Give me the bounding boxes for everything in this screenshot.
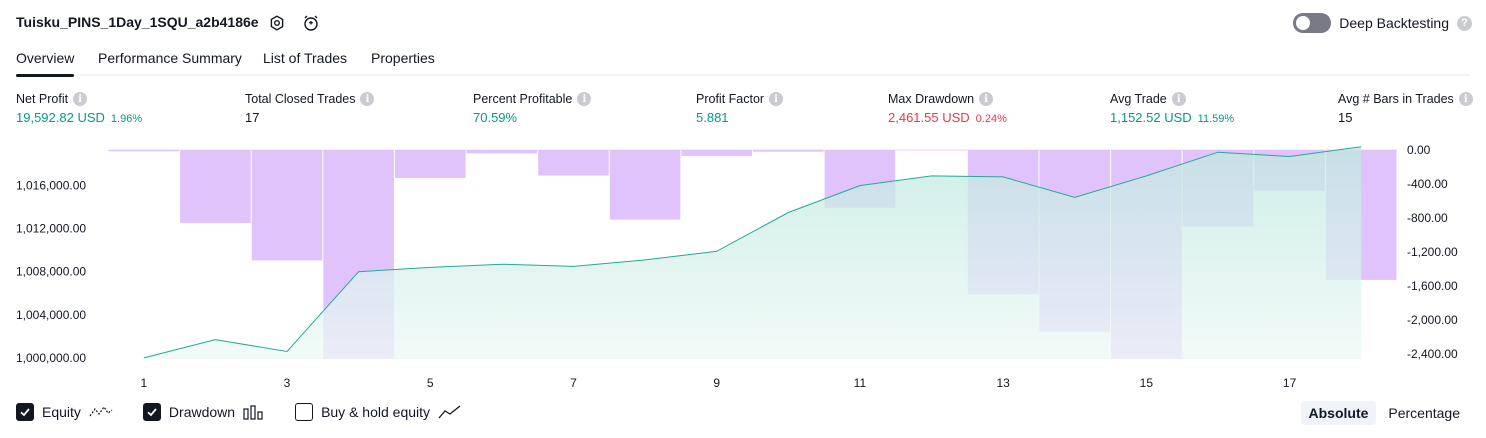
tab-overview[interactable]: Overview: [16, 50, 75, 77]
drawdown-bar: [753, 150, 824, 152]
right-tick-label: -800.00: [1407, 211, 1448, 225]
metric-avg-trade: Avg Trade i 1,152.52 USD 11.59%: [1110, 92, 1234, 125]
left-tick-label: 1,000,000.00: [16, 351, 86, 365]
value-mode-switch: Absolute Percentage: [1300, 401, 1469, 425]
checkbox[interactable]: [16, 403, 34, 421]
left-tick-label: 1,008,000.00: [16, 265, 86, 279]
buy-hold-line-icon: [438, 405, 461, 419]
metric-percent-profitable: Percent Profitable i 70.59%: [473, 92, 592, 125]
info-icon[interactable]: i: [1171, 92, 1186, 106]
metric-label: Net Profit: [16, 92, 69, 106]
left-tick-label: 1,004,000.00: [16, 308, 86, 322]
metric-net-profit: Net Profit i 19,592.82 USD 1.96%: [16, 92, 142, 125]
info-icon[interactable]: i: [577, 92, 592, 106]
drawdown-bar: [180, 150, 251, 224]
deep-backtesting: Deep Backtesting ?: [1293, 13, 1472, 33]
metric-percent: 1.96%: [110, 113, 143, 125]
legend-drawdown-label: Drawdown: [168, 404, 236, 420]
drawdown-bar: [538, 150, 609, 176]
add-alert-icon[interactable]: [301, 13, 321, 33]
x-tick-label: 1: [140, 376, 147, 390]
x-tick-label: 7: [570, 376, 577, 390]
x-axis: 1 3 5 7 9 11 13 15 17: [140, 376, 1296, 390]
metric-label: Profit Factor: [696, 92, 765, 106]
metric-value: 2,461.55 USD: [888, 110, 970, 125]
metric-percent: 0.24%: [975, 113, 1007, 125]
metrics-row: Net Profit i 19,592.82 USD 1.96% Total Clo…: [16, 92, 1473, 132]
x-tick-label: 15: [1140, 376, 1154, 390]
info-icon[interactable]: i: [1458, 92, 1473, 106]
right-tick-label: -2,000.00: [1407, 313, 1458, 327]
right-tick-label: -1,200.00: [1407, 245, 1458, 259]
legend-drawdown[interactable]: Drawdown: [142, 403, 265, 421]
legend-buy-hold-label: Buy & hold equity: [321, 404, 431, 420]
help-icon[interactable]: ?: [1457, 15, 1472, 31]
info-icon[interactable]: i: [769, 92, 784, 106]
metric-profit-factor: Profit Factor i 5.881: [696, 92, 784, 125]
tab-performance-summary[interactable]: Performance Summary: [98, 50, 242, 66]
right-tick-label: -1,600.00: [1407, 279, 1458, 293]
percentage-button[interactable]: Percentage: [1388, 405, 1460, 421]
metric-label: Total Closed Trades: [245, 92, 356, 106]
metric-label: Percent Profitable: [473, 92, 573, 106]
metric-max-drawdown: Max Drawdown i 2,461.55 USD 0.24%: [888, 92, 1007, 125]
metric-label: Avg # Bars in Trades: [1338, 92, 1454, 106]
x-tick-label: 11: [854, 376, 867, 390]
metric-value: 15: [1338, 110, 1353, 125]
equity-line-icon: [89, 405, 113, 417]
metric-value: 19,592.82 USD: [16, 110, 105, 125]
drawdown-bars-icon: [243, 405, 263, 420]
settings-icon[interactable]: [267, 13, 287, 33]
metric-percent: 11.59%: [1197, 113, 1235, 125]
drawdown-bar: [466, 150, 538, 154]
drawdown-bar: [251, 150, 323, 261]
legend-equity-label: Equity: [42, 404, 81, 420]
metric-total-closed-trades: Total Closed Trades i 17: [245, 92, 375, 125]
checkbox[interactable]: [295, 403, 314, 421]
x-tick-label: 9: [713, 376, 720, 390]
right-tick-label: 0.00: [1407, 143, 1431, 157]
toggle-knob: [1296, 16, 1311, 30]
right-tick-label: -400.00: [1407, 177, 1448, 191]
equity-line: [143, 146, 1362, 359]
right-axis: 0.00 -400.00 -800.00 -1,200.00 -1,600.00 -2,0…: [1407, 143, 1458, 361]
x-tick-label: 5: [427, 376, 434, 390]
metric-label: Max Drawdown: [888, 92, 975, 106]
metric-value: 1,152.52 USD: [1110, 110, 1192, 125]
equity-area: [143, 146, 1362, 359]
drawdown-bar: [609, 150, 681, 220]
right-tick-label: -2,400.00: [1407, 347, 1458, 361]
tab-list-of-trades[interactable]: List of Trades: [263, 50, 348, 66]
x-tick-label: 17: [1283, 376, 1297, 390]
legend-buy-hold-equity[interactable]: Buy & hold equity: [295, 403, 462, 421]
drawdown-bar: [108, 150, 180, 152]
deep-backtesting-label: Deep Backtesting: [1339, 15, 1449, 31]
tab-properties[interactable]: Properties: [371, 50, 435, 66]
metric-avg-bars-in-trades: Avg # Bars in Trades i 15: [1338, 92, 1473, 125]
absolute-button[interactable]: Absolute: [1300, 401, 1377, 425]
tab-bar: Overview Performance Summary List of Tra…: [16, 40, 1470, 77]
drawdown-bar: [896, 150, 967, 151]
info-icon[interactable]: i: [360, 92, 375, 106]
strategy-header: Tuisku_PINS_1Day_1SQU_a2b4186e Deep Back…: [16, 10, 1472, 38]
legend-equity[interactable]: Equity: [16, 403, 113, 421]
info-icon[interactable]: i: [979, 92, 994, 106]
checkbox[interactable]: [142, 403, 161, 421]
metric-value: 70.59%: [473, 110, 518, 125]
equity-drawdown-chart: 1,000,000.00 1,004,000.00 1,008,000.00 1,01…: [16, 143, 1458, 390]
strategy-title: Tuisku_PINS_1Day_1SQU_a2b4186e: [16, 14, 259, 30]
x-tick-label: 3: [284, 376, 291, 390]
left-axis: 1,000,000.00 1,004,000.00 1,008,000.00 1,01…: [16, 179, 86, 365]
metric-value: 5.881: [696, 110, 729, 125]
left-tick-label: 1,012,000.00: [16, 222, 86, 236]
drawdown-bar: [681, 150, 752, 156]
metric-label: Avg Trade: [1110, 92, 1167, 106]
metric-value: 17: [245, 110, 260, 125]
info-icon[interactable]: i: [73, 92, 88, 106]
left-tick-label: 1,016,000.00: [16, 179, 86, 193]
deep-backtesting-toggle[interactable]: [1293, 13, 1332, 33]
chart-legend: Equity Drawdown Buy & hold equity: [16, 403, 492, 421]
x-tick-label: 13: [996, 376, 1010, 390]
drawdown-bar: [394, 150, 466, 179]
